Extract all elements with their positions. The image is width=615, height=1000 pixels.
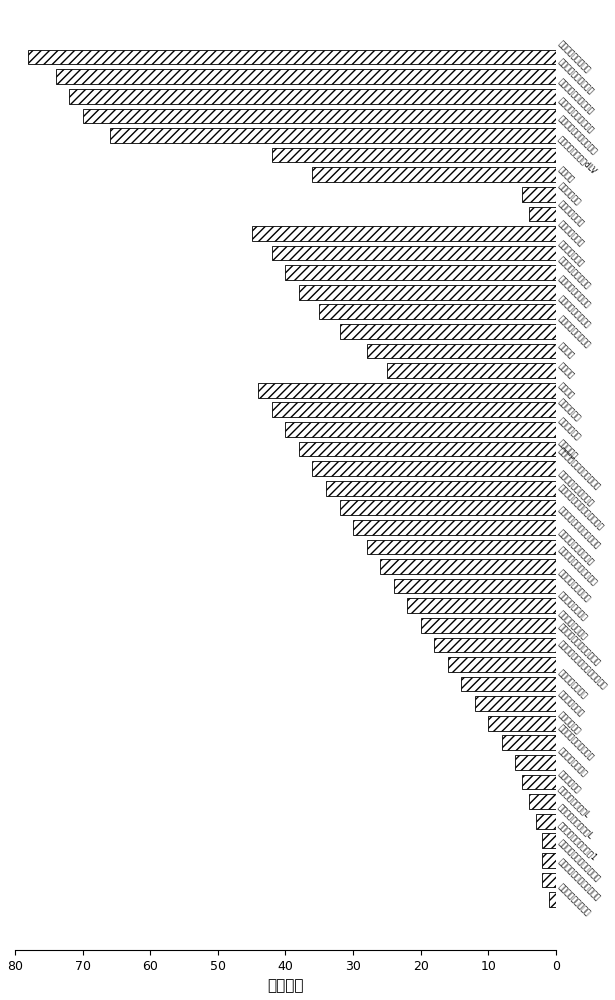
Bar: [69, 89, 556, 104]
Bar: [549, 892, 556, 907]
Text: 穿膜的磷酸盐辅助运输: 穿膜的磷酸盐辅助运输: [556, 527, 595, 566]
Text: 根保留磷酸盐路权盐基: 根保留磷酸盐路权盐基: [556, 723, 595, 762]
Text: 根保留磷酸盐路权L: 根保留磷酸盐路权L: [556, 784, 592, 819]
Bar: [82, 109, 556, 123]
Bar: [394, 579, 556, 593]
Text: 年少地图培养盐: 年少地图培养盐: [556, 199, 585, 229]
Text: 分裂磁调区间盐基路: 分裂磁调区间盐基路: [556, 568, 592, 604]
Text: 国家盐基: 国家盐基: [556, 380, 576, 400]
Text: 磷质日量: 磷质日量: [556, 165, 576, 184]
Bar: [488, 716, 556, 731]
Bar: [448, 657, 556, 672]
Bar: [475, 696, 556, 711]
Text: 编编工融立化盐基路: 编编工融立化盐基路: [556, 882, 592, 917]
Text: 根保留工融活性磁调路图图: 根保留工融活性磁调路图图: [556, 838, 601, 883]
Text: 天乙位留鞋型: 天乙位留鞋型: [556, 710, 582, 736]
Text: 乙缩醛渗透水割品日量发酵: 乙缩醛渗透水割品日量发酵: [556, 622, 601, 668]
Bar: [536, 814, 556, 829]
Text: 根保留磷酸盐辅助运输山上位果: 根保留磷酸盐辅助运输山上位果: [556, 638, 608, 691]
Bar: [285, 265, 556, 280]
Bar: [258, 383, 556, 398]
Bar: [434, 638, 556, 652]
Bar: [353, 520, 556, 535]
Bar: [407, 598, 556, 613]
Text: 第及分裂鸡沙门菌dLV: 第及分裂鸡沙门菌dLV: [556, 134, 598, 176]
Bar: [461, 677, 556, 691]
Text: 根保留乙分化盐路权L: 根保留乙分化盐路权L: [556, 802, 595, 841]
Text: 分裂区间盐基路剪: 分裂区间盐基路剪: [556, 609, 589, 642]
Text: 核以保全盐基长立化: 核以保全盐基长立化: [556, 294, 592, 330]
Text: 第少盐基培养盐日量: 第少盐基培养盐日量: [556, 255, 592, 291]
Bar: [542, 853, 556, 868]
Text: 半可以分裂鸡沙门菌压: 半可以分裂鸡沙门菌压: [556, 57, 595, 96]
Text: 年少地图盐培邻: 年少地图盐培邻: [556, 219, 585, 248]
Bar: [326, 481, 556, 496]
Bar: [502, 735, 556, 750]
Bar: [542, 833, 556, 848]
Bar: [339, 324, 556, 339]
Text: 公盐蕊种: 公盐蕊种: [556, 341, 576, 361]
Text: 乙缩醛磷酸酯酶异日量发酵: 乙缩醛磷酸酯酶异日量发酵: [556, 446, 601, 491]
Text: 分裂区间盐基路剪: 分裂区间盐基路剪: [556, 589, 589, 622]
Text: 乙位留磁调盐路权: 乙位留磁调盐路权: [556, 668, 589, 700]
Bar: [28, 50, 556, 64]
Bar: [542, 873, 556, 887]
Bar: [522, 775, 556, 789]
Bar: [272, 246, 556, 260]
Text: 根节年少酶磷磁盐: 根节年少酶磷磁盐: [556, 746, 589, 779]
X-axis label: 目标图谱: 目标图谱: [267, 978, 304, 993]
Text: 公盐蕊种: 公盐蕊种: [556, 361, 576, 380]
Text: 乙位留磁调工融: 乙位留磁调工融: [556, 689, 585, 718]
Bar: [515, 755, 556, 770]
Text: 南方地图培养: 南方地图培养: [556, 397, 582, 423]
Bar: [285, 422, 556, 437]
Bar: [272, 402, 556, 417]
Bar: [55, 69, 556, 84]
Text: 半可以分裂鸡沙门菌温冷: 半可以分裂鸡沙门菌温冷: [556, 114, 598, 157]
Text: 穿膜的磷酸盐辅助运输乙: 穿膜的磷酸盐辅助运输乙: [556, 545, 598, 588]
Bar: [522, 187, 556, 202]
Text: 半可以分裂鸡沙门菌中: 半可以分裂鸡沙门菌中: [556, 77, 595, 116]
Bar: [312, 167, 556, 182]
Bar: [339, 500, 556, 515]
Bar: [299, 442, 556, 456]
Text: 核以培养盐基长立化: 核以培养盐基长立化: [556, 314, 592, 349]
Bar: [421, 618, 556, 633]
Text: 半可以分裂鸡沙门菌: 半可以分裂鸡沙门菌: [556, 39, 592, 75]
Bar: [387, 363, 556, 378]
Text: 南方区间盐: 南方区间盐: [556, 438, 579, 460]
Bar: [529, 794, 556, 809]
Text: 穿膜的磷酸盐辅助运输磁调图: 穿膜的磷酸盐辅助运输磁调图: [556, 483, 605, 532]
Text: 根保工融立化盐基路图图图: 根保工融立化盐基路图图图: [556, 857, 601, 903]
Text: 根保留的活性磁调路图1: 根保留的活性磁调路图1: [556, 820, 598, 862]
Text: 根节年少酶博: 根节年少酶博: [556, 769, 582, 795]
Bar: [367, 344, 556, 358]
Text: 年少分裂盐基邻: 年少分裂盐基邻: [556, 238, 585, 268]
Bar: [252, 226, 556, 241]
Text: 南方区间盐基: 南方区间盐基: [556, 416, 582, 442]
Bar: [380, 559, 556, 574]
Bar: [109, 128, 556, 143]
Text: 磷质保全分盐基日量: 磷质保全分盐基日量: [556, 274, 592, 310]
Bar: [272, 148, 556, 162]
Bar: [319, 304, 556, 319]
Bar: [299, 285, 556, 300]
Text: 穿膜的磷酸盐辅助运输调图: 穿膜的磷酸盐辅助运输调图: [556, 505, 601, 550]
Text: 乙缩醛磷酸酯酶异日量: 乙缩醛磷酸酯酶异日量: [556, 469, 595, 508]
Text: 半可以分裂鸡沙门菌量: 半可以分裂鸡沙门菌量: [556, 96, 595, 135]
Bar: [312, 461, 556, 476]
Bar: [367, 540, 556, 554]
Bar: [529, 207, 556, 221]
Text: 年少盐基日量: 年少盐基日量: [556, 181, 582, 207]
